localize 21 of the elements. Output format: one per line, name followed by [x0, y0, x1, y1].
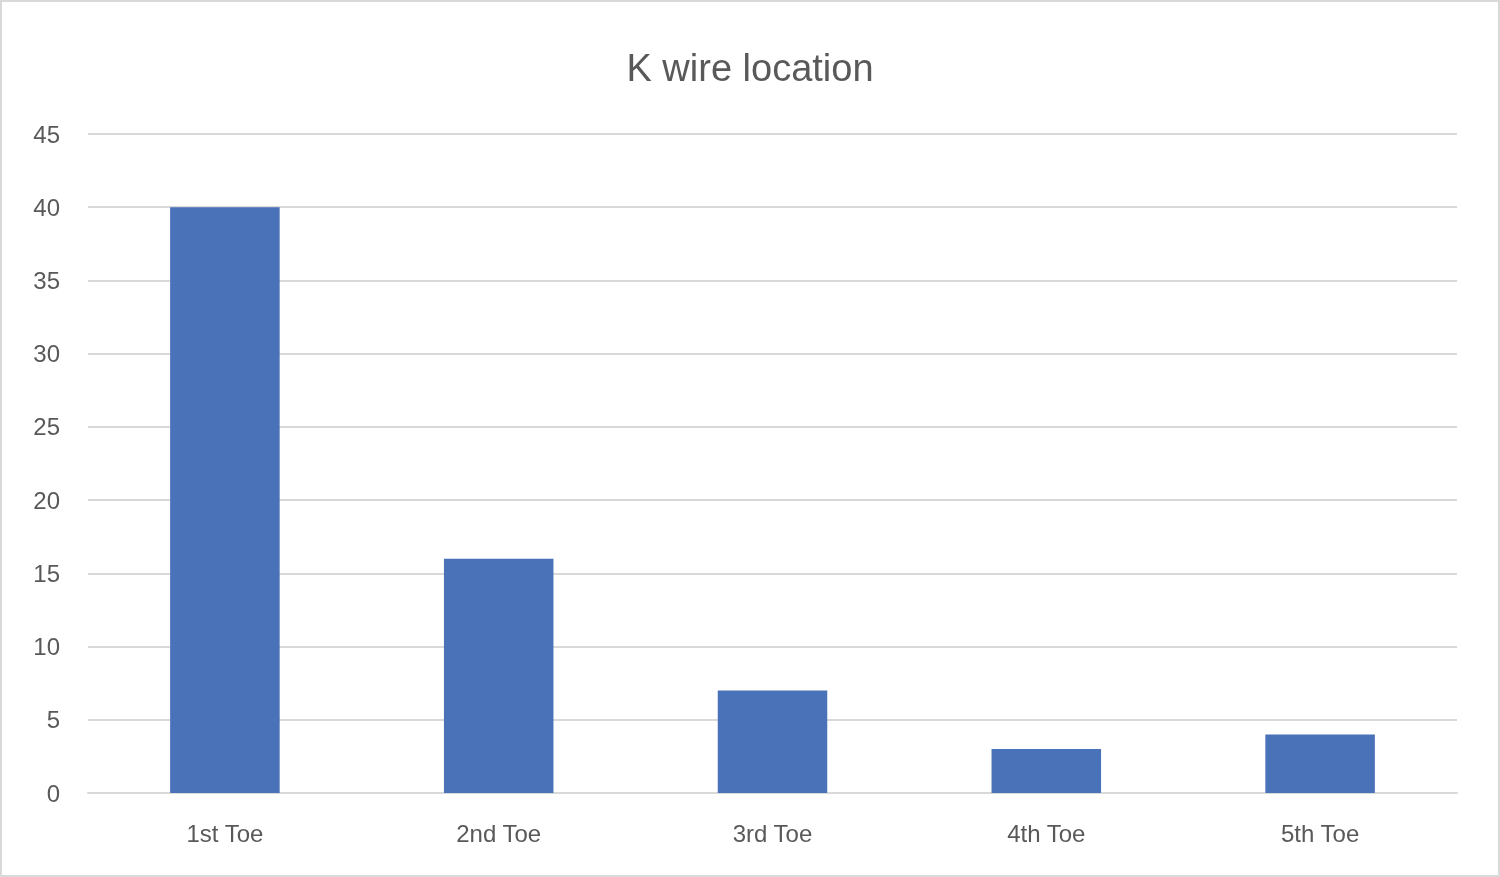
- y-tick-label: 35: [33, 266, 60, 294]
- x-tick-label: 5th Toe: [1280, 819, 1360, 847]
- bar: [991, 749, 1102, 793]
- x-tick-label: 2nd Toe: [456, 819, 542, 847]
- y-tick-label: 5: [46, 706, 60, 734]
- x-tick-label: 3rd Toe: [732, 819, 813, 847]
- y-tick-label: 25: [33, 413, 60, 441]
- y-tick-label: 20: [33, 486, 60, 514]
- bar: [1265, 734, 1375, 793]
- x-tick-label: 1st Toe: [186, 819, 264, 847]
- y-tick-label: 10: [33, 633, 60, 661]
- x-tick-label: 4th Toe: [1007, 819, 1086, 847]
- bar: [443, 558, 554, 793]
- y-tick-label: 0: [46, 779, 60, 807]
- y-tick-label: 40: [33, 193, 60, 221]
- chart-title: K wire location: [626, 47, 874, 89]
- y-tick-label: 30: [33, 340, 60, 368]
- bar: [717, 690, 828, 793]
- bar: [170, 207, 280, 793]
- y-tick-label: 45: [33, 120, 60, 148]
- y-tick-label: 15: [33, 559, 60, 587]
